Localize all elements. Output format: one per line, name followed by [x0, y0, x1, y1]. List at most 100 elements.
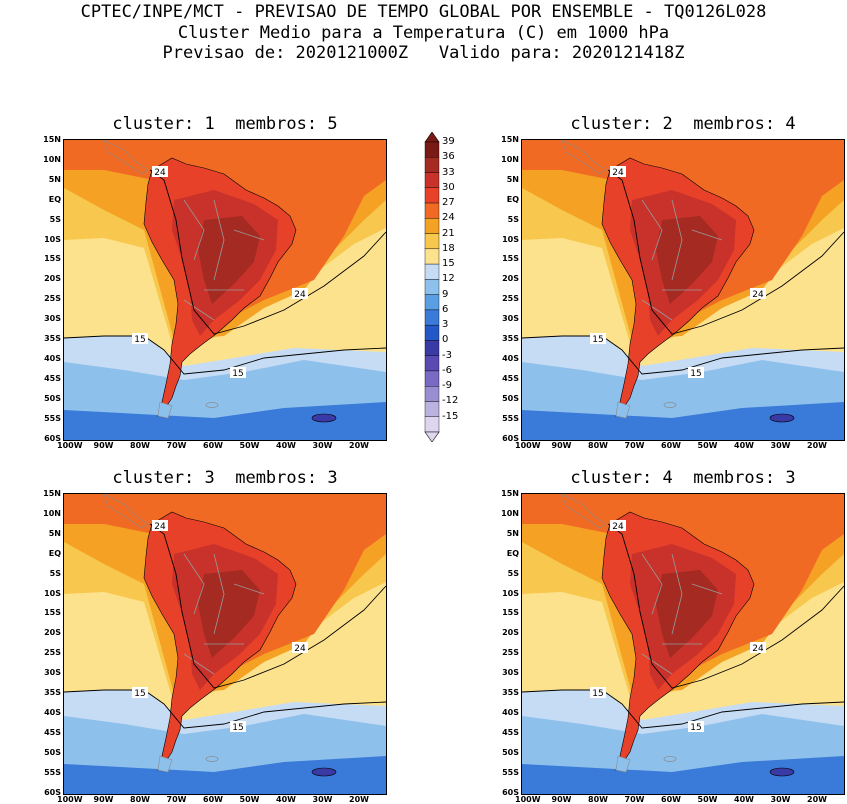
lat-tick-label: EQ	[506, 548, 519, 558]
colorbar-tick-label: -3	[442, 349, 452, 361]
colorbar-swatch	[424, 202, 440, 219]
colorbar-swatch	[424, 263, 440, 280]
tierra-del-fuego	[157, 401, 173, 419]
contour-label: 24	[610, 166, 626, 178]
lat-tick-label: 25S	[502, 294, 519, 304]
lon-tick-label: 40W	[276, 795, 296, 804]
colorbar-tick-label: 21	[442, 227, 455, 239]
lat-tick-label: EQ	[48, 548, 61, 558]
colorbar-tick-label: 18	[442, 242, 455, 254]
figure-subtitle: Cluster Medio para a Temperatura (C) em …	[177, 23, 670, 43]
contour-15	[522, 689, 844, 729]
central-america	[103, 140, 149, 175]
svg-text:15: 15	[690, 723, 701, 733]
lat-tick-label: 25S	[502, 648, 519, 658]
lat-tick-label: 5S	[49, 568, 61, 578]
colorbar-swatch	[424, 233, 440, 250]
lat-tick-label: 25S	[44, 648, 61, 658]
contour-label: 15	[590, 333, 606, 345]
lat-tick-label: 20S	[502, 274, 519, 284]
lat-tick-label: 20S	[44, 628, 61, 638]
lat-tick-label: 30S	[502, 668, 519, 678]
colorbar-swatch	[424, 416, 440, 433]
contour-label: 15	[688, 367, 704, 379]
panel-3-title: cluster: 3 membros: 3	[112, 468, 338, 488]
lat-tick-label: 5N	[48, 174, 61, 184]
colorbar-tick-label: 0	[442, 334, 449, 346]
lon-tick-label: 70W	[166, 795, 187, 804]
lon-tick-label: 60W	[661, 795, 681, 804]
lat-tick-label: 35S	[502, 334, 519, 343]
map-panel-2: 24 24 15 15	[521, 139, 845, 441]
colorbar-tick-label: -15	[442, 410, 459, 422]
contour-label: 15	[230, 721, 246, 733]
lat-tick-label: 55S	[44, 767, 61, 777]
lat-tick-label: 10S	[44, 234, 61, 244]
lat-tick-label: 60S	[44, 433, 61, 443]
colorbar-swatch	[424, 248, 440, 265]
svg-text:24: 24	[752, 644, 764, 654]
lat-tick-label: 55S	[44, 413, 61, 423]
cold-spot-0	[311, 767, 337, 777]
map-panel-3: 24 24 15 15	[63, 493, 387, 795]
lat-tick-label: 10N	[43, 154, 61, 164]
cold-spot-0	[769, 413, 795, 423]
colorbar-tick-label: -9	[442, 380, 452, 392]
lat-tick-label: 45S	[44, 727, 61, 737]
lat-tick-label: 35S	[502, 688, 519, 697]
contour-label: 15	[590, 687, 606, 699]
central-america	[103, 494, 149, 529]
colorbar-swatch	[424, 187, 440, 204]
lon-tick-label: 100W	[515, 795, 541, 804]
contour-label: 24	[750, 642, 766, 654]
lon-tick-label: 90W	[551, 441, 572, 450]
colorbar-swatch	[424, 141, 440, 158]
lon-tick-label: 60W	[203, 441, 223, 450]
forecast-dates: Previsao de: 2020121000Z Valido para: 20…	[162, 43, 685, 63]
central-america	[561, 140, 607, 175]
lon-tick-label: 20W	[807, 441, 827, 450]
lon-tick-label: 20W	[807, 795, 827, 804]
lat-tick-label: 60S	[502, 433, 519, 443]
colorbar-swatch	[424, 157, 440, 173]
lon-tick-label: 30W	[770, 795, 791, 804]
colorbar-swatch	[424, 279, 440, 295]
map-panel-1: 24 24 15 15	[63, 139, 387, 441]
lat-tick-label: 5N	[506, 528, 519, 538]
falkland-islands	[205, 402, 219, 408]
lat-tick-label: 15N	[501, 135, 519, 144]
lat-tick-label: 60S	[44, 787, 61, 797]
colorbar-tick-label: 6	[442, 303, 449, 315]
lat-tick-label: 15S	[44, 254, 61, 264]
lat-tick-label: 25S	[44, 294, 61, 304]
lon-tick-label: 100W	[515, 441, 541, 450]
svg-text:24: 24	[612, 168, 624, 178]
colorbar-swatch	[424, 294, 440, 311]
central-america	[561, 494, 607, 529]
lat-tick-label: 5S	[507, 568, 519, 578]
lat-tick-label: 5N	[48, 528, 61, 538]
lon-tick-label: 30W	[312, 441, 333, 450]
tierra-del-fuego	[157, 755, 173, 773]
lon-tick-label: 60W	[661, 441, 681, 450]
country-borders	[641, 553, 723, 675]
lon-tick-label: 30W	[770, 441, 791, 450]
contour-15	[64, 335, 386, 375]
tierra-del-fuego	[615, 755, 631, 773]
svg-text:15: 15	[232, 369, 243, 379]
colorbar-tick-label: 39	[442, 136, 455, 147]
svg-text:24: 24	[294, 290, 306, 300]
colorbar-tick-label: 33	[442, 166, 455, 178]
lon-tick-label: 40W	[734, 441, 754, 450]
lat-tick-label: 20S	[502, 628, 519, 638]
lon-tick-label: 40W	[276, 441, 296, 450]
lat-tick-label: 10S	[44, 588, 61, 598]
lon-tick-label: 70W	[624, 441, 645, 450]
lat-tick-label: 10N	[501, 508, 519, 518]
colorbar-tick-label: 30	[442, 181, 455, 193]
lon-tick-label: 80W	[588, 795, 608, 804]
lon-tick-label: 80W	[588, 441, 608, 450]
lat-tick-label: 30S	[502, 314, 519, 324]
colorbar-swatch	[424, 324, 440, 341]
colorbar-swatch	[424, 355, 440, 372]
